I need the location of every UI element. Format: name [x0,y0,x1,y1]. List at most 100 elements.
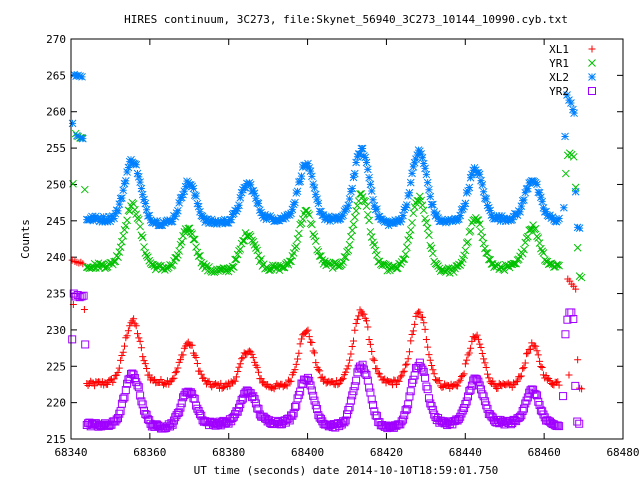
x-tick-label: 68460 [528,446,561,459]
data-point [463,356,471,364]
legend-marker [588,87,596,95]
data-point [196,251,204,260]
data-point [481,359,489,367]
data-point [233,407,242,416]
data-point [127,155,135,164]
data-point [282,381,290,389]
data-point [350,382,359,391]
data-point [454,414,463,423]
data-point [344,406,353,415]
data-point [350,169,359,178]
data-point [342,368,350,376]
data-point [89,216,98,225]
data-point [548,213,557,221]
data-point [350,337,358,345]
data-point [172,209,181,217]
data-point [292,360,300,368]
data-point [405,348,413,356]
data-point [337,260,346,269]
data-point [539,249,548,257]
data-point [456,376,464,384]
data-point [376,370,384,378]
data-point [188,182,197,191]
data-point [78,134,87,143]
data-point [119,394,128,403]
data-point [344,362,352,370]
data-point [236,360,244,368]
x-tick-label: 68380 [212,446,245,459]
data-point [176,240,185,249]
data-point [405,392,414,401]
data-point [537,244,545,253]
data-point [521,359,529,367]
data-point [314,199,323,208]
data-point [530,389,539,398]
legend-item-xl1: XL1 [549,43,596,56]
data-point [109,378,117,386]
y-axis-label: Counts [19,219,32,259]
data-point [521,238,530,247]
data-point [483,404,492,413]
data-point [425,185,433,194]
data-point [311,237,320,245]
data-point [295,229,303,238]
data-point [137,231,146,240]
data-point [465,387,474,396]
data-point [501,217,510,226]
data-point [575,419,584,428]
y-tick-label: 265 [46,69,66,82]
data-point [352,320,360,328]
data-point [406,178,415,187]
data-point [309,347,317,355]
data-point [345,195,354,203]
data-point [468,337,476,345]
data-point [418,313,426,321]
data-point [401,203,410,212]
data-point [406,226,415,234]
data-point [534,351,542,359]
data-point [173,206,182,215]
data-point [123,168,131,176]
data-point [138,233,147,242]
data-point [287,377,295,385]
data-point [119,348,127,356]
data-point [189,184,198,193]
data-point [483,249,492,257]
data-point [538,197,547,206]
data-point [561,132,569,141]
data-point [363,210,372,219]
data-point [408,169,416,178]
data-point [478,349,486,357]
data-point [456,211,465,220]
data-point [400,205,409,214]
data-point [356,150,364,159]
data-point [430,370,438,378]
data-point [253,246,262,255]
data-point [80,185,89,194]
data-point [294,355,302,363]
data-point [554,378,562,386]
data-point [485,374,493,382]
data-point [254,404,263,413]
data-point [479,239,488,248]
data-point [343,204,351,213]
data-point [358,144,367,153]
data-point [280,212,289,220]
data-point [134,330,142,338]
data-point [253,363,261,371]
data-point [537,193,545,202]
data-point [140,243,148,251]
data-point [202,262,211,270]
data-point [305,376,314,385]
series-layer [68,70,586,433]
data-point [250,189,259,198]
data-point [365,216,373,225]
data-point [252,194,260,203]
data-point [516,412,525,421]
data-point [475,381,484,390]
data-point [340,418,349,427]
data-point [365,335,373,343]
data-point [95,217,104,226]
data-point [353,315,361,323]
data-point [176,403,185,412]
